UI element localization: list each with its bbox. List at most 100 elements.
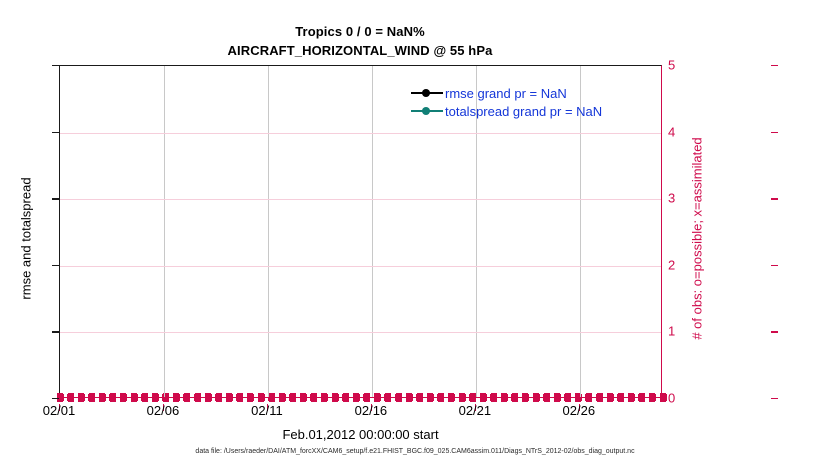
gridline-horizontal — [60, 265, 661, 267]
y-axis-right-tick — [771, 331, 778, 333]
obs-marker — [406, 392, 413, 402]
obs-marker — [427, 392, 434, 402]
obs-marker — [151, 393, 159, 401]
obs-marker — [395, 393, 403, 401]
obs-marker — [109, 393, 117, 401]
x-axis-tick-label: 02/21 — [458, 403, 492, 418]
obs-marker — [289, 392, 296, 402]
legend-label-rmse: rmse grand pr = NaN — [445, 85, 567, 101]
obs-marker — [374, 392, 381, 402]
obs-marker — [279, 392, 286, 402]
x-axis-tick-label: 02/11 — [251, 403, 283, 418]
obs-marker — [469, 392, 476, 402]
x-axis-tick-label: 02/06 — [146, 403, 180, 418]
obs-marker — [268, 392, 275, 402]
obs-marker — [511, 393, 519, 401]
obs-marker — [183, 392, 190, 402]
obs-marker — [585, 392, 592, 402]
obs-marker — [88, 392, 95, 402]
obs-marker — [258, 392, 264, 402]
obs-marker — [246, 393, 254, 401]
obs-marker — [490, 393, 498, 401]
y-axis-right-tick-label: 0 — [668, 390, 676, 406]
obs-marker — [236, 393, 244, 401]
obs-marker — [585, 393, 593, 401]
obs-marker — [194, 392, 201, 402]
obs-marker — [522, 392, 529, 402]
y-axis-left-tick — [52, 264, 59, 267]
obs-marker — [363, 393, 371, 401]
y-axis-right-title: # of obs: o=possible; x=assimilated — [689, 137, 705, 340]
obs-marker — [342, 393, 350, 401]
obs-marker — [384, 392, 391, 402]
obs-marker — [638, 393, 646, 401]
obs-marker — [67, 392, 74, 402]
gridline-vertical — [371, 66, 373, 397]
data-file-note: data file: /Users/raeder/DAI/ATM_forcXX/… — [195, 448, 635, 455]
obs-marker — [437, 393, 445, 401]
obs-marker — [77, 393, 85, 401]
obs-marker — [480, 392, 487, 402]
obs-marker — [289, 393, 297, 401]
obs-marker — [448, 392, 455, 402]
y-axis-left-tick — [52, 398, 59, 400]
obs-marker — [554, 392, 561, 402]
obs-marker — [395, 392, 402, 402]
x-axis-tick — [59, 404, 61, 411]
y-axis-right-tick-label: 1 — [668, 323, 676, 339]
obs-marker — [120, 392, 127, 402]
obs-marker — [500, 393, 508, 401]
x-axis-tick-label: 02/16 — [354, 403, 388, 418]
legend-label-totalspread: totalspread grand pr = NaN — [445, 103, 603, 119]
obs-marker — [543, 392, 550, 402]
obs-marker — [236, 392, 243, 402]
obs-marker — [88, 393, 96, 401]
obs-marker — [205, 392, 212, 402]
y-axis-right-tick-label: 3 — [668, 190, 676, 206]
obs-marker — [130, 393, 138, 401]
obs-marker — [479, 393, 487, 401]
y-axis-right-tick — [771, 398, 778, 400]
gridline-vertical — [475, 66, 477, 397]
chart-subtitle: AIRCRAFT_HORIZONTAL_WIND @ 55 hPa — [227, 43, 493, 58]
chart-title-block: Tropics 0 / 0 = NaN% AIRCRAFT_HORIZONTAL… — [0, 22, 720, 60]
obs-marker — [490, 392, 497, 402]
y-axis-right-tick — [771, 198, 778, 200]
y-axis-left-title: rmse and totalspread — [18, 177, 34, 300]
obs-marker — [447, 393, 455, 401]
obs-marker — [78, 392, 85, 402]
obs-marker — [320, 393, 328, 401]
obs-marker — [416, 392, 423, 402]
obs-marker — [459, 392, 465, 402]
obs-marker — [638, 392, 645, 402]
obs-marker — [511, 392, 518, 402]
obs-marker — [225, 393, 233, 401]
obs-marker — [405, 393, 413, 401]
obs-marker — [119, 393, 127, 401]
gridline-vertical — [579, 66, 581, 397]
y-axis-left-tick — [52, 198, 59, 200]
obs-marker — [57, 392, 63, 402]
x-axis-tick — [162, 404, 165, 411]
gridline-horizontal — [60, 132, 661, 134]
chart-legend: rmse grand pr = NaN totalspread grand pr… — [411, 84, 661, 120]
obs-marker — [300, 392, 307, 402]
obs-marker — [268, 393, 276, 401]
obs-marker — [226, 392, 233, 402]
obs-marker — [660, 392, 666, 402]
obs-marker — [141, 392, 148, 402]
obs-marker — [426, 393, 434, 401]
legend-item-rmse[interactable]: rmse grand pr = NaN — [411, 84, 661, 102]
obs-marker — [278, 393, 286, 401]
obs-marker — [596, 393, 604, 401]
y-axis-right-tick-label: 4 — [668, 124, 676, 140]
x-axis-title: Feb.01,2012 00:00:00 start — [282, 427, 439, 442]
obs-marker — [606, 393, 614, 401]
legend-item-totalspread[interactable]: totalspread grand pr = NaN — [411, 102, 661, 120]
obs-marker — [553, 393, 561, 401]
totalspread-line-marker-icon — [411, 104, 443, 118]
x-axis-tick — [266, 404, 269, 411]
obs-marker — [247, 392, 254, 402]
y-axis-right-tick-label: 5 — [668, 57, 676, 73]
obs-marker — [607, 392, 614, 402]
